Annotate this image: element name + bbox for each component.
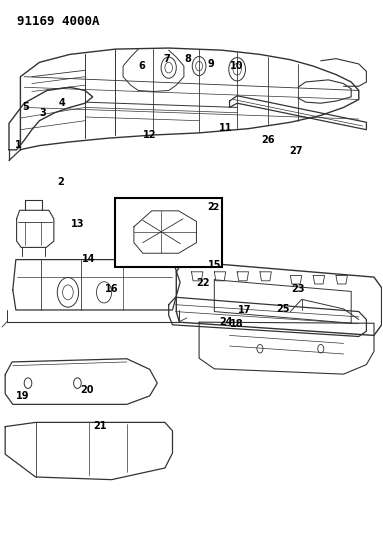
- Text: 6: 6: [139, 61, 146, 71]
- Text: 27: 27: [289, 146, 303, 156]
- Text: 25: 25: [276, 304, 290, 314]
- Text: 4: 4: [59, 98, 65, 108]
- Text: 9: 9: [207, 59, 214, 69]
- Text: 20: 20: [80, 384, 94, 394]
- Text: 15: 15: [208, 261, 221, 270]
- Text: 26: 26: [261, 135, 274, 146]
- Text: 7: 7: [164, 54, 170, 63]
- Text: 19: 19: [16, 391, 29, 401]
- Text: 8: 8: [184, 54, 191, 63]
- Text: 2: 2: [207, 202, 214, 212]
- Text: 13: 13: [71, 219, 84, 229]
- Text: 1: 1: [15, 140, 22, 150]
- Text: 16: 16: [105, 284, 118, 294]
- Text: 2: 2: [213, 203, 219, 212]
- Text: 14: 14: [82, 254, 96, 263]
- Bar: [115, 198, 222, 266]
- Text: 21: 21: [93, 421, 107, 431]
- Text: 11: 11: [219, 123, 232, 133]
- Text: 17: 17: [238, 305, 252, 315]
- Text: 18: 18: [230, 319, 244, 329]
- Text: 22: 22: [196, 278, 210, 288]
- Text: 24: 24: [219, 317, 232, 327]
- Text: 12: 12: [143, 130, 156, 140]
- Text: 3: 3: [40, 108, 47, 118]
- Text: 91169 4000A: 91169 4000A: [16, 14, 99, 28]
- Text: 5: 5: [23, 102, 29, 112]
- Text: 10: 10: [231, 61, 244, 71]
- Text: 2: 2: [57, 176, 64, 187]
- Text: 23: 23: [291, 284, 305, 294]
